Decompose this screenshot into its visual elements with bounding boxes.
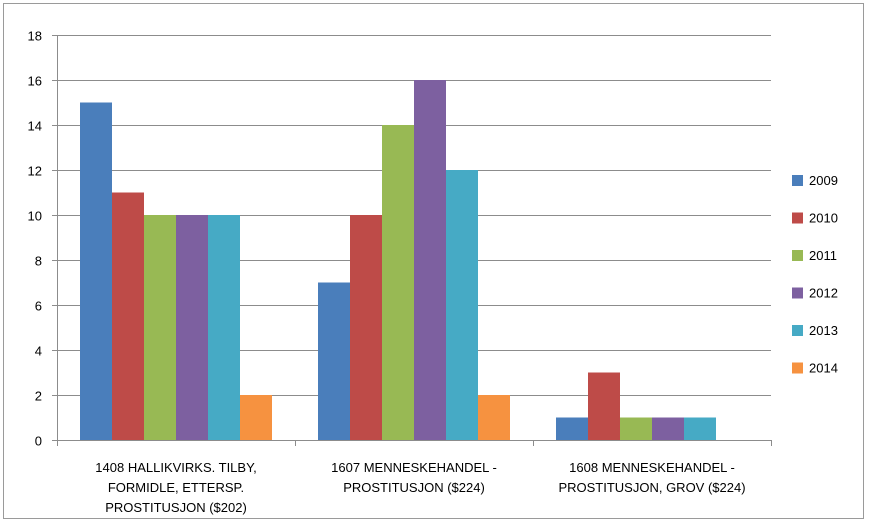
legend-swatch — [792, 325, 803, 336]
x-tick-label-line: PROSTITUSJON ($202) — [105, 500, 247, 515]
bar — [176, 215, 208, 440]
bar — [240, 395, 272, 440]
x-tick-label: 1408 HALLIKVIRKS. TILBY, FORMIDLE, ETTERS… — [95, 460, 256, 515]
legend-label: 2010 — [809, 211, 838, 226]
bar — [112, 192, 144, 440]
legend-label: 2012 — [809, 286, 838, 301]
bar — [382, 125, 414, 440]
x-tick-label: 1608 MENNESKEHANDEL - PROSTITUSJON, GROV … — [558, 460, 745, 495]
x-tick-label-line: 1608 MENNESKEHANDEL - — [569, 460, 735, 475]
legend-swatch — [792, 287, 803, 299]
y-tick-label: 14 — [28, 119, 42, 134]
bar — [350, 215, 382, 440]
bar — [144, 215, 176, 440]
y-tick-label: 12 — [28, 164, 42, 179]
x-tick-label-line: 1607 MENNESKEHANDEL - — [331, 460, 497, 475]
bar — [446, 170, 478, 440]
y-tick-label: 16 — [28, 74, 42, 89]
legend: 2009 2010 2011 2012 2013 2014 — [792, 173, 838, 376]
y-tick-label: 18 — [28, 29, 42, 44]
bar — [684, 417, 716, 440]
legend-label: 2009 — [809, 173, 838, 188]
x-tick-label-line: PROSTITUSJON ($224) — [343, 480, 485, 495]
legend-label: 2014 — [809, 361, 838, 376]
bar — [588, 372, 620, 440]
legend-swatch — [792, 212, 803, 224]
legend-label: 2011 — [809, 248, 837, 263]
bar — [478, 395, 510, 440]
bar — [318, 282, 350, 440]
legend-swatch — [792, 250, 803, 261]
bar — [80, 102, 112, 440]
bar — [556, 417, 588, 440]
x-tick-label-line: 1408 HALLIKVIRKS. TILBY, — [95, 460, 256, 475]
y-tick-label: 0 — [35, 434, 42, 449]
axes: 0 2 4 6 8 10 12 14 16 18 1408 HALLIKVIRKS. TILBY, F… — [28, 29, 772, 515]
bar — [620, 417, 652, 440]
y-tick-label: 6 — [35, 299, 42, 314]
y-tick-label: 10 — [28, 209, 42, 224]
legend-swatch — [792, 175, 803, 186]
y-tick-label: 2 — [35, 389, 42, 404]
bar — [414, 80, 446, 440]
x-tick-label-line: PROSTITUSJON, GROV ($224) — [558, 480, 745, 495]
bar — [208, 215, 240, 440]
legend-swatch — [792, 362, 803, 374]
y-tick-label: 8 — [35, 254, 42, 269]
x-tick-label: 1607 MENNESKEHANDEL - PROSTITUSJON ($224) — [331, 460, 497, 495]
y-tick-label: 4 — [35, 344, 42, 359]
bars — [80, 80, 716, 440]
legend-label: 2013 — [809, 323, 838, 338]
bar — [652, 417, 684, 440]
x-tick-label-line: FORMIDLE, ETTERSP. — [108, 480, 244, 495]
